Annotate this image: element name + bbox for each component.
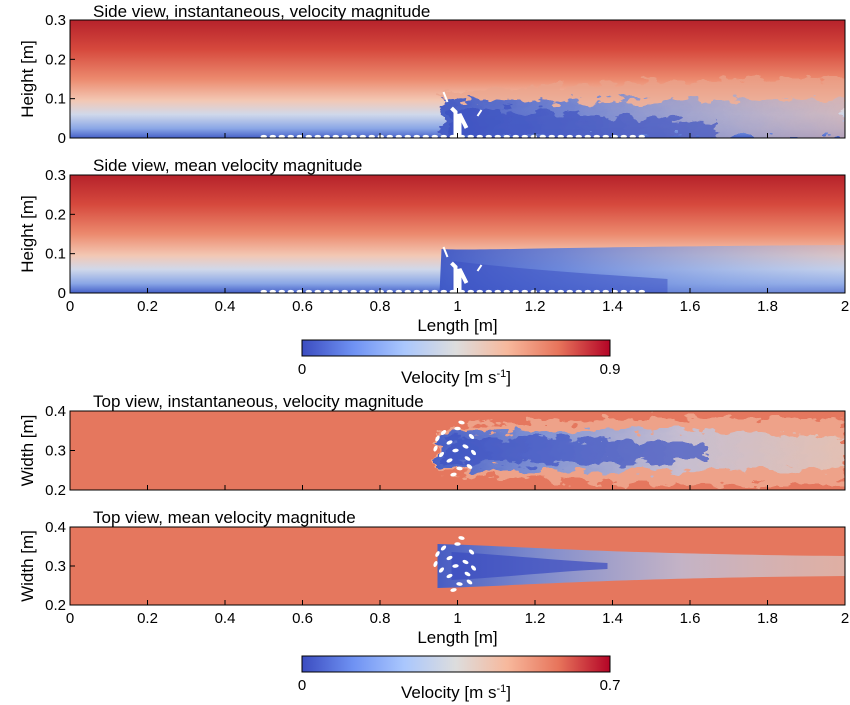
colorbar-label: Velocity [m s-1] bbox=[401, 368, 511, 387]
x-tick-label: 1.6 bbox=[680, 298, 701, 315]
y-axis-label: Height [m] bbox=[18, 195, 37, 272]
panel-title: Side view, mean velocity magnitude bbox=[93, 156, 362, 175]
panel-side-mean: Side view, mean velocity magnitude 0 0.1 0.… bbox=[18, 156, 849, 335]
x-tick-label: 0.4 bbox=[215, 610, 236, 627]
colorbar-min-label: 0 bbox=[298, 361, 306, 378]
x-tick-label: 1 bbox=[453, 298, 461, 315]
x-tick-label: 0.4 bbox=[215, 298, 236, 315]
panel-title: Top view, instantaneous, velocity magnit… bbox=[93, 392, 424, 411]
x-tick-label: 0.6 bbox=[292, 610, 313, 627]
y-tick-label: 0.2 bbox=[45, 51, 66, 68]
x-tick-label: 0.2 bbox=[137, 298, 158, 315]
panel-title: Top view, mean velocity magnitude bbox=[93, 508, 356, 527]
x-tick-label: 0.8 bbox=[370, 610, 391, 627]
x-tick-label: 1.2 bbox=[525, 298, 546, 315]
x-tick-label: 2 bbox=[841, 610, 849, 627]
x-tick-label: 0.8 bbox=[370, 298, 391, 315]
y-tick-label: 0 bbox=[58, 130, 66, 147]
y-tick-label: 0.3 bbox=[45, 558, 66, 575]
x-tick-label: 1.6 bbox=[680, 610, 701, 627]
x-tick-label: 1 bbox=[453, 610, 461, 627]
x-tick-label: 0 bbox=[66, 610, 74, 627]
velocity-field bbox=[70, 20, 845, 138]
x-tick-label: 1.2 bbox=[525, 610, 546, 627]
x-tick-label: 0 bbox=[66, 298, 74, 315]
colorbar-gradient bbox=[301, 655, 611, 673]
y-tick-label: 0.3 bbox=[45, 443, 66, 460]
x-tick-label: 1.4 bbox=[602, 610, 623, 627]
colorbar-min-label: 0 bbox=[298, 677, 306, 694]
velocity-field bbox=[70, 411, 845, 490]
velocity-field bbox=[70, 527, 845, 605]
x-tick-label: 1.4 bbox=[602, 298, 623, 315]
y-tick-label: 0.1 bbox=[45, 246, 66, 263]
panel-top-mean: Top view, mean velocity magnitude 0.2 0.3 0… bbox=[18, 508, 849, 647]
x-tick-label: 0.2 bbox=[137, 610, 158, 627]
y-tick-label: 0 bbox=[58, 285, 66, 302]
colorbar: 0 0.9 Velocity [m s-1] bbox=[298, 339, 621, 387]
y-axis-label: Width [m] bbox=[18, 415, 37, 487]
colorbar-gradient bbox=[301, 339, 611, 357]
y-tick-label: 0.3 bbox=[45, 167, 66, 184]
y-tick-label: 0.1 bbox=[45, 91, 66, 108]
x-tick-label: 1.8 bbox=[757, 298, 778, 315]
y-tick-label: 0.3 bbox=[45, 12, 66, 29]
colorbar-label: Velocity [m s-1] bbox=[401, 683, 511, 702]
colorbar-max-label: 0.7 bbox=[600, 677, 621, 694]
y-tick-label: 0.2 bbox=[45, 597, 66, 614]
velocity-field bbox=[70, 175, 845, 293]
colorbar: 0 0.7 Velocity [m s-1] bbox=[298, 655, 621, 702]
y-tick-label: 0.4 bbox=[45, 519, 66, 536]
y-axis-label: Width [m] bbox=[18, 530, 37, 602]
x-tick-label: 2 bbox=[841, 298, 849, 315]
x-tick-label: 1.8 bbox=[757, 610, 778, 627]
x-axis-label: Length [m] bbox=[417, 316, 497, 335]
y-tick-label: 0.2 bbox=[45, 206, 66, 223]
y-tick-label: 0.2 bbox=[45, 482, 66, 499]
x-tick-label: 0.6 bbox=[292, 298, 313, 315]
x-axis-label: Length [m] bbox=[417, 628, 497, 647]
panel-title: Side view, instantaneous, velocity magni… bbox=[93, 2, 430, 21]
y-axis-label: Height [m] bbox=[18, 40, 37, 117]
colorbar-max-label: 0.9 bbox=[600, 361, 621, 378]
y-tick-label: 0.4 bbox=[45, 403, 66, 420]
panel-top-instantaneous: Top view, instantaneous, velocity magnit… bbox=[18, 392, 846, 499]
panel-side-instantaneous: Side view, instantaneous, velocity magni… bbox=[18, 2, 846, 147]
